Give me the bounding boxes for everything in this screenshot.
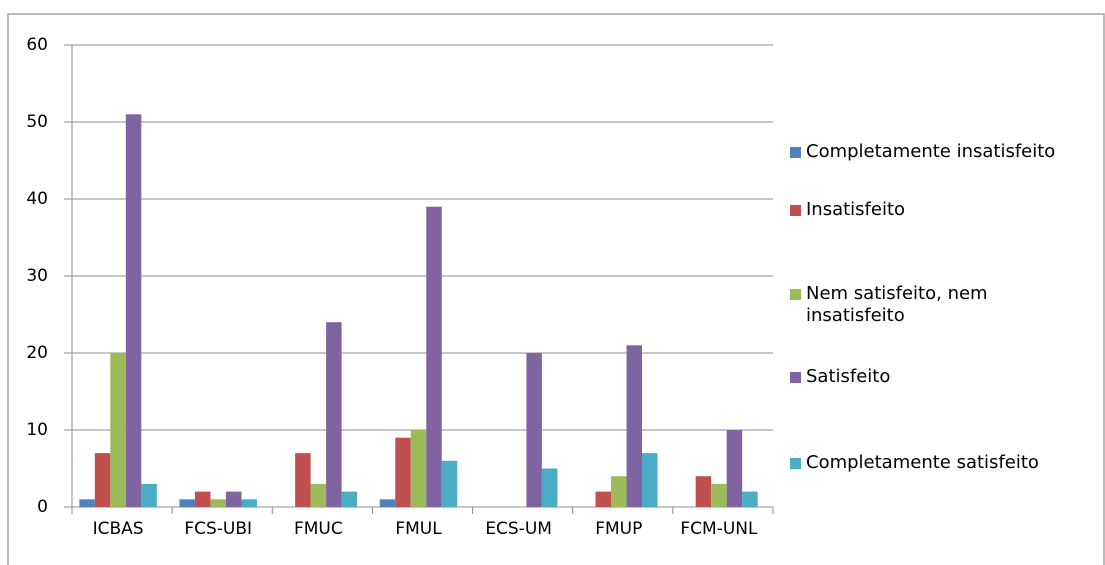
y-tick-label: 10 [26,420,48,440]
legend-label: Completamente insatisfeito [806,141,1056,162]
bar [310,483,327,507]
bar [626,345,643,507]
bar [194,491,211,507]
chart-frame [7,13,1105,565]
bar [210,499,226,507]
bar [225,491,242,507]
bar [541,468,558,507]
legend-swatch [790,289,801,300]
bar [295,453,311,507]
bar [141,483,157,507]
legend-swatch [790,458,801,469]
legend-swatch [790,372,801,383]
bar [395,437,411,507]
x-tick-label: ICBAS [93,519,144,539]
legend-label: Satisfeito [806,366,891,387]
bar [125,114,142,508]
bar [241,499,257,507]
legend-entry: Insatisfeito [790,199,1090,221]
bar [642,453,658,507]
x-tick-label: FCM-UNL [680,519,758,539]
bar [526,353,542,507]
legend-label: Completamente satisfeito [806,452,1039,473]
legend-label: Nem satisfeito, nem insatisfeito [806,283,988,326]
legend-swatch [790,205,801,216]
bar [595,491,612,507]
x-tick-label: FCS-UBI [184,519,252,539]
bar [611,476,627,507]
bar [110,353,126,507]
y-tick-label: 40 [26,189,48,209]
legend-entry: Completamente insatisfeito [790,141,1090,163]
bar [711,483,727,507]
x-tick-label: ECS-UM [485,519,552,539]
bar [326,322,342,507]
y-tick-label: 0 [37,497,48,517]
legend-swatch [790,147,801,158]
legend-entry: Satisfeito [790,366,1090,388]
legend-entry: Completamente satisfeito [790,452,1090,474]
y-tick-label: 30 [26,266,48,286]
legend-entry: Nem satisfeito, nem insatisfeito [790,283,1090,327]
x-tick-label: FMUP [595,519,642,539]
y-tick-label: 20 [26,343,48,363]
bar [179,499,195,507]
x-tick-label: FMUC [294,519,343,539]
y-tick-label: 50 [26,112,48,132]
bar [726,430,743,507]
bar [79,499,95,507]
bar [341,491,358,507]
bar [94,453,111,507]
bar [379,499,396,507]
y-tick-label: 60 [26,35,48,55]
bar [441,460,458,507]
bar [426,206,442,507]
bar [410,430,427,507]
x-tick-label: FMUL [395,519,442,539]
bar [742,491,758,507]
bar [695,476,712,507]
legend-label: Insatisfeito [806,199,906,220]
